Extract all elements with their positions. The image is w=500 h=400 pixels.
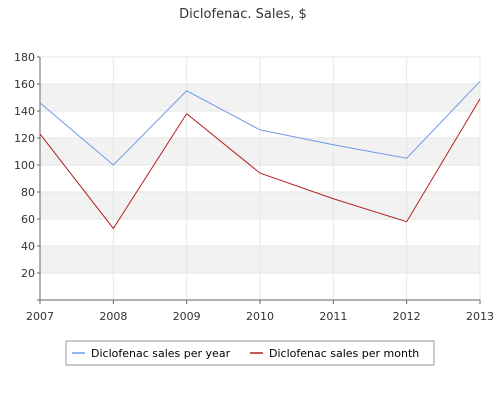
y-tick-label: 80 [21,186,35,199]
x-tick-label: 2007 [26,310,54,323]
legend-label-month: Diclofenac sales per month [269,347,419,360]
y-tick-label: 20 [21,267,35,280]
x-tick-label: 2008 [99,310,127,323]
x-axis-ticks: 2007 2008 2009 2010 2011 2012 2013 [26,300,494,323]
x-tick-label: 2011 [319,310,347,323]
y-tick-label: 100 [14,159,35,172]
y-tick-label: 120 [14,132,35,145]
x-tick-label: 2009 [173,310,201,323]
x-tick-label: 2012 [393,310,421,323]
series-lines [39,80,481,230]
chart-title: Diclofenac. Sales, $ [179,7,307,22]
y-tick-label: 160 [14,78,35,91]
x-tick-label: 2010 [246,310,274,323]
y-tick-label: 40 [21,240,35,253]
vertical-gridlines [112,57,481,300]
y-tick-label: 140 [14,105,35,118]
x-tick-label: 2013 [466,310,494,323]
y-axis-ticks: 20 40 60 80 100 120 140 160 180 [14,51,40,301]
y-tick-label: 60 [21,213,35,226]
y-tick-label: 180 [14,51,35,64]
legend-label-year: Diclofenac sales per year [91,347,231,360]
legend: Diclofenac sales per year Diclofenac sal… [65,340,435,366]
